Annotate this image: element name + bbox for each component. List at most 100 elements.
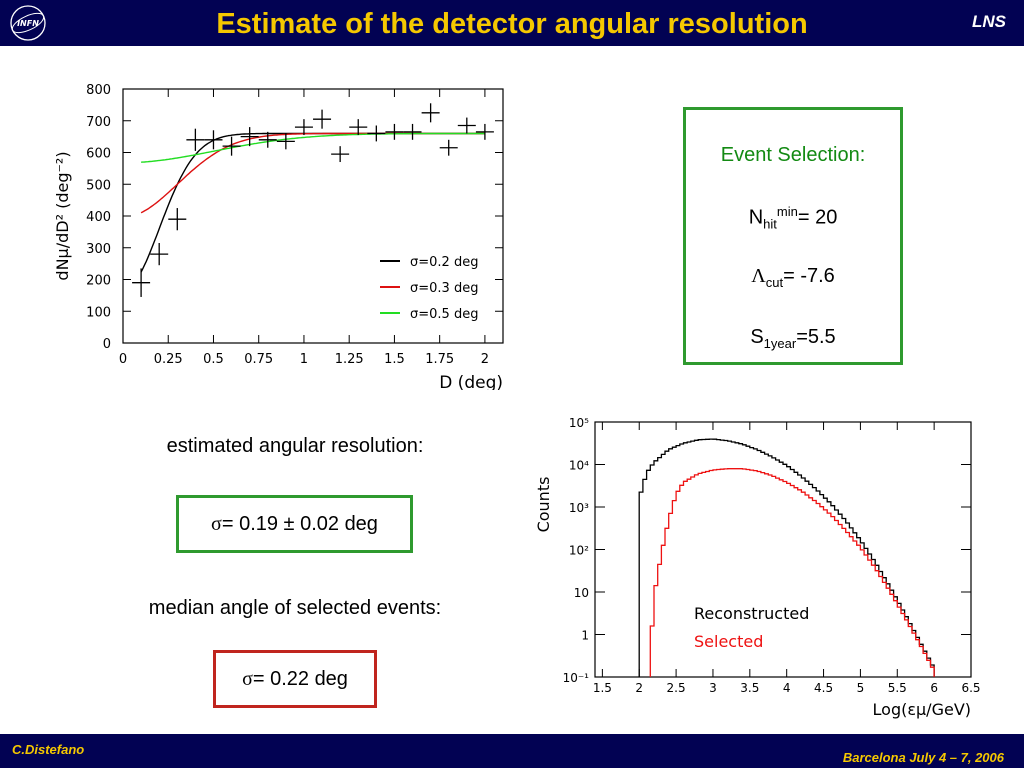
x-tick-label: 6	[930, 681, 938, 695]
x-tick-label: 0.75	[244, 352, 273, 367]
x-tick-label: 3	[709, 681, 717, 695]
data-point	[331, 146, 350, 163]
nhit-sup: min	[776, 204, 798, 219]
y-axis-label: Counts	[534, 477, 553, 533]
fit-curve	[140, 132, 485, 214]
x-tick-label: 1.5	[593, 681, 612, 695]
infn-logo-text: INFN	[17, 19, 39, 28]
data-point	[204, 130, 223, 150]
legend-label: Selected	[694, 632, 763, 651]
fit-curve	[140, 132, 485, 273]
nhit-symbol: N	[748, 206, 764, 229]
histogram-line	[638, 438, 935, 677]
x-tick-label: 1.25	[335, 352, 364, 367]
x-tick-label: 0.25	[154, 352, 183, 367]
data-point	[294, 119, 313, 136]
nhit-sub: hit	[763, 216, 777, 232]
y-tick-label: 0	[103, 337, 111, 352]
x-axis-label: Log(εμ/GeV)	[873, 700, 971, 719]
histogram-line	[649, 468, 935, 677]
resolution-label: estimated angular resolution:	[166, 435, 424, 457]
event-selection-box: Event Selection: Nhitmin= 20 Λcut= -7.6 …	[683, 107, 903, 365]
data-point	[457, 117, 476, 134]
x-tick-label: 2	[635, 681, 643, 695]
legend-label: σ=0.2 deg	[410, 255, 478, 270]
x-tick-label: 4.5	[814, 681, 833, 695]
median-value: = 0.22 deg	[252, 668, 348, 690]
y-tick-label: 400	[86, 210, 111, 225]
fit-curve	[141, 132, 485, 163]
s-value: =5.5	[796, 326, 836, 348]
y-tick-label: 10⁵	[569, 416, 589, 430]
x-tick-label: 0.5	[203, 352, 224, 367]
y-tick-label: 10²	[569, 544, 589, 558]
angular-distribution-chart: 0 0.25 0.5 0.75 1 1.25 1.5 1.75 2 0 100 200 300 400 50…	[53, 83, 504, 390]
lambda-sub: cut	[765, 275, 784, 290]
x-tick-label: 0	[119, 352, 127, 367]
y-tick-label: 800	[86, 83, 111, 98]
venue-label: Barcelona July 4 – 7, 2006	[842, 750, 1004, 765]
data-point	[258, 131, 277, 148]
y-tick-label: 700	[86, 115, 111, 130]
data-point	[475, 123, 494, 140]
x-axis-label: D (deg)	[439, 373, 503, 390]
s-symbol: S	[750, 326, 764, 348]
legend-label: Reconstructed	[694, 604, 809, 623]
nhit-value: = 20	[797, 206, 838, 229]
nhit-cut: Nhitmin= 20	[686, 204, 900, 232]
x-tick-label: 2	[481, 352, 489, 367]
y-tick-label: 10⁴	[569, 459, 589, 473]
y-tick-label: 1	[581, 629, 589, 643]
data-point	[403, 123, 422, 140]
data-point	[132, 268, 151, 297]
plot-frame	[594, 421, 972, 678]
author-label: C.Distefano	[12, 742, 85, 757]
data-point	[439, 139, 458, 156]
lambda-symbol: Λ	[751, 265, 766, 287]
legend-label: σ=0.5 deg	[410, 307, 478, 322]
data-point	[313, 109, 332, 129]
legend-label: σ=0.3 deg	[410, 281, 478, 296]
data-point	[349, 119, 368, 136]
data-point	[222, 136, 241, 156]
y-tick-label: 300	[86, 242, 111, 257]
resolution-box: σ= 0.19 ± 0.02 deg	[176, 495, 413, 553]
y-tick-label: 10³	[569, 501, 589, 515]
data-point	[385, 123, 404, 140]
median-box: σ= 0.22 deg	[213, 650, 377, 708]
footer-bar	[0, 734, 1024, 768]
y-tick-label: 600	[86, 147, 111, 162]
event-selection-title: Event Selection:	[720, 144, 866, 166]
infn-logo: INFN	[10, 5, 46, 41]
data-point	[168, 208, 187, 231]
lambda-value: = -7.6	[783, 265, 835, 287]
y-tick-label: 200	[86, 274, 111, 289]
data-point	[367, 125, 386, 142]
x-tick-label: 1.75	[425, 352, 454, 367]
x-tick-label: 1	[300, 352, 308, 367]
energy-spectrum-chart: 1.5 2 2.5 3 3.5 4 4.5 5 5.5 6 6.5 10⁻¹ 1 10 10² 10³ 10⁴ 1…	[534, 416, 981, 719]
header-bar	[0, 0, 1024, 46]
y-tick-label: 10	[574, 586, 589, 600]
data-point	[240, 127, 259, 147]
s-sub: 1year	[763, 336, 797, 351]
data-point	[150, 242, 169, 266]
x-tick-label: 2.5	[667, 681, 686, 695]
x-tick-label: 3.5	[740, 681, 759, 695]
plot-frame	[122, 88, 504, 344]
resolution-sigma: σ	[211, 513, 222, 535]
median-label: median angle of selected events:	[148, 597, 442, 619]
y-tick-label: 100	[86, 305, 111, 320]
lambda-cut: Λcut= -7.6	[686, 265, 900, 290]
x-tick-label: 4	[783, 681, 791, 695]
x-tick-label: 5	[857, 681, 865, 695]
data-point	[421, 103, 440, 123]
resolution-value: = 0.19 ± 0.02 deg	[221, 513, 378, 535]
x-tick-label: 1.5	[384, 352, 405, 367]
page-title: Estimate of the detector angular resolut…	[216, 8, 808, 40]
y-tick-label: 500	[86, 178, 111, 193]
data-point	[186, 128, 205, 151]
x-tick-label: 5.5	[888, 681, 907, 695]
median-sigma: σ	[242, 668, 253, 690]
y-axis-label: dNμ/dD² (deg⁻²)	[53, 151, 72, 280]
